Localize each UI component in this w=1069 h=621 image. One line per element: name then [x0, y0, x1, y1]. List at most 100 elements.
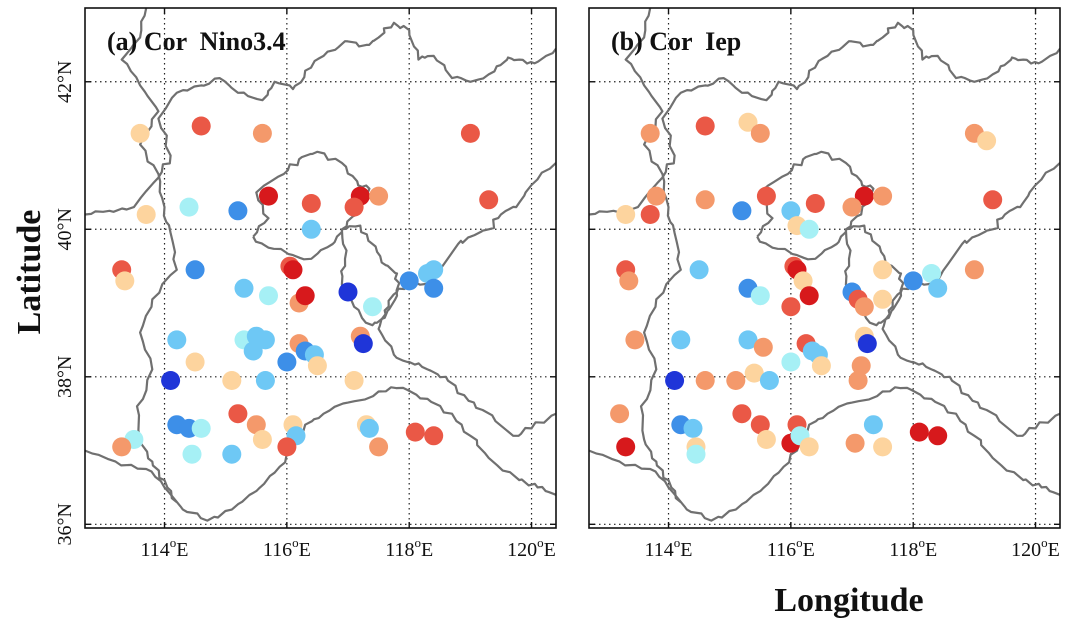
station-point-b-56: [848, 371, 868, 390]
station-point-b-55: [759, 371, 779, 390]
station-point-a-41: [161, 371, 181, 390]
panel-b: 114oE 116oE 118oE 120oE (b) Cor Iep: [588, 7, 1061, 561]
station-point-b-8: [646, 186, 666, 206]
station-point-a-62: [405, 422, 425, 442]
station-point-b-14: [854, 186, 874, 206]
station-point-a-2: [252, 123, 272, 143]
station-point-a-40: [353, 334, 373, 354]
station-point-a-8: [301, 194, 321, 213]
x-tick-label-a-1: 116oE: [263, 535, 311, 561]
station-point-b-70: [845, 433, 865, 453]
station-point-b-52: [695, 371, 715, 390]
station-point-b-69: [799, 437, 819, 457]
station-point-b-1: [695, 116, 715, 136]
station-point-b-50: [851, 356, 871, 376]
station-point-b-42: [753, 337, 773, 357]
station-point-b-2: [738, 112, 758, 132]
station-point-a-12: [479, 190, 499, 210]
y-tick-label-3: 42°N: [54, 61, 76, 103]
x-tick-label-a-0: 114oE: [141, 535, 189, 561]
x-tick-label-b-0: 114oE: [645, 535, 693, 561]
station-point-a-29: [167, 330, 187, 350]
station-point-b-5: [977, 131, 997, 151]
station-point-b-46: [811, 356, 831, 376]
station-point-b-10: [732, 201, 752, 221]
station-point-a-57: [182, 444, 202, 464]
station-point-a-24: [399, 271, 419, 291]
y-axis-title: Latitude: [11, 210, 48, 335]
station-point-b-35: [903, 271, 923, 291]
station-point-b-12: [781, 201, 801, 221]
station-point-a-60: [359, 418, 379, 438]
x-tick-label-a-2: 118oE: [385, 535, 433, 561]
x-axis-title: Longitude: [774, 582, 923, 619]
station-point-b-49: [857, 334, 877, 354]
station-point-a-48: [191, 418, 211, 438]
station-point-a-33: [243, 341, 263, 361]
station-point-b-57: [610, 404, 630, 424]
x-tick-label-b-1: 116oE: [767, 535, 815, 561]
station-point-b-39: [625, 330, 645, 350]
station-point-a-28: [363, 297, 382, 317]
boundary-line-a-0: [85, 21, 556, 216]
boundary-line-b-0: [589, 21, 1060, 216]
station-point-a-63: [424, 426, 444, 446]
panel-title-a: (a) Cor Nino3.4: [107, 27, 286, 56]
boundary-line-a-5: [340, 224, 401, 327]
station-point-b-3: [750, 123, 770, 143]
station-point-a-20: [259, 286, 278, 306]
station-point-b-29: [799, 286, 819, 306]
station-point-a-5: [179, 197, 199, 217]
station-point-a-49: [228, 404, 248, 424]
station-point-b-58: [616, 437, 636, 457]
panel-frame-a: [84, 7, 557, 529]
station-point-b-60: [683, 418, 703, 438]
station-point-b-53: [726, 371, 746, 390]
station-point-a-50: [246, 415, 266, 435]
y-tick-label-1: 38°N: [54, 356, 76, 398]
station-point-b-65: [756, 430, 776, 449]
station-point-b-27: [750, 286, 770, 306]
station-point-a-1: [191, 116, 211, 136]
boundary-line-b-2: [589, 386, 1060, 522]
station-point-a-18: [283, 260, 303, 280]
station-point-b-54: [744, 363, 764, 383]
station-point-b-0: [640, 123, 660, 143]
station-point-a-53: [252, 430, 272, 449]
boundary-line-b-1: [881, 162, 1060, 437]
panel-title-b: (b) Cor Iep: [611, 27, 741, 56]
station-point-a-22: [295, 286, 315, 306]
station-point-b-51: [665, 371, 685, 390]
y-tick-label-2: 40°N: [54, 208, 76, 250]
station-point-b-73: [909, 422, 929, 442]
y-tick-label-0: 36°N: [54, 503, 76, 545]
station-point-a-58: [222, 444, 242, 464]
x-tick-label-b-3: 120oE: [1011, 535, 1060, 561]
station-point-b-15: [873, 186, 893, 206]
panel-frame-b: [588, 7, 1061, 529]
station-point-a-23: [338, 282, 358, 302]
station-point-b-22: [689, 260, 709, 280]
station-point-b-64: [750, 415, 770, 435]
station-point-b-28: [781, 297, 801, 317]
station-point-b-25: [793, 271, 813, 291]
station-point-b-37: [928, 278, 948, 298]
station-point-b-17: [983, 190, 1003, 210]
boundary-line-b-5: [844, 224, 905, 327]
station-point-b-33: [873, 260, 893, 280]
station-point-a-0: [130, 123, 150, 143]
station-point-a-37: [307, 356, 327, 376]
station-point-b-6: [616, 205, 636, 224]
station-point-b-41: [738, 330, 758, 350]
boundary-line-b-3: [624, 8, 682, 504]
station-point-a-13: [301, 219, 321, 239]
station-point-b-11: [756, 186, 776, 206]
station-point-b-47: [781, 352, 801, 372]
x-tick-label-a-3: 120oE: [507, 535, 556, 561]
boundary-line-a-2: [85, 386, 556, 522]
station-point-b-32: [854, 297, 874, 317]
panel-a: 114oE 116oE 118oE 120oE 36°N 38°N 40°N 42°N (a) …: [54, 7, 557, 561]
station-point-b-7: [640, 205, 660, 224]
station-point-a-6: [228, 201, 248, 221]
